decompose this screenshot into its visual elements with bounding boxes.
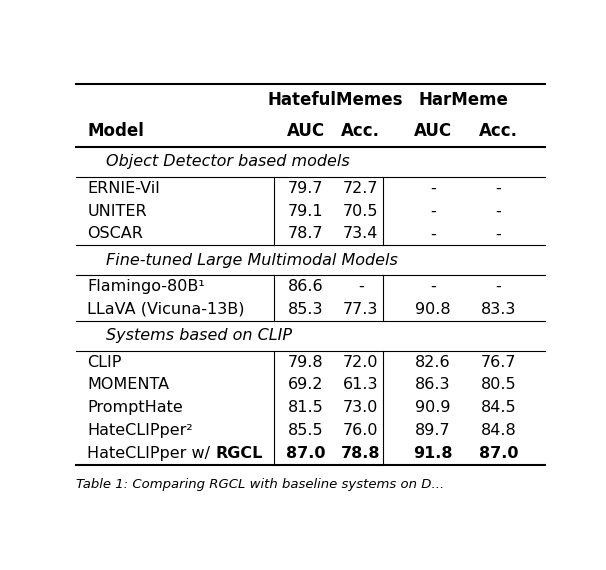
Text: HatefulMemes: HatefulMemes [268,91,404,108]
Text: -: - [496,203,501,218]
Text: AUC: AUC [287,122,325,140]
Text: RGCL: RGCL [216,446,263,461]
Text: 61.3: 61.3 [343,377,379,392]
Text: OSCAR: OSCAR [87,226,144,241]
Text: Flamingo-80B¹: Flamingo-80B¹ [87,279,205,294]
Text: Fine-tuned Large Multimodal Models: Fine-tuned Large Multimodal Models [106,253,398,268]
Text: 73.0: 73.0 [343,400,379,415]
Text: 87.0: 87.0 [479,446,518,461]
Text: 77.3: 77.3 [343,302,379,317]
Text: Model: Model [87,122,144,140]
Text: -: - [430,181,436,196]
Text: ERNIE-Vil: ERNIE-Vil [87,181,160,196]
Text: -: - [430,203,436,218]
Text: 85.3: 85.3 [288,302,324,317]
Text: HateCLIPper²: HateCLIPper² [87,423,193,438]
Text: 72.0: 72.0 [343,355,379,369]
Text: 82.6: 82.6 [415,355,450,369]
Text: PromptHate: PromptHate [87,400,183,415]
Text: 72.7: 72.7 [343,181,379,196]
Text: -: - [496,226,501,241]
Text: -: - [496,181,501,196]
Text: 86.6: 86.6 [288,279,324,294]
Text: HateCLIPper w/: HateCLIPper w/ [87,446,216,461]
Text: 84.5: 84.5 [481,400,516,415]
Text: -: - [430,226,436,241]
Text: LLaVA (Vicuna-13B): LLaVA (Vicuna-13B) [87,302,245,317]
Text: CLIP: CLIP [87,355,122,369]
Text: Object Detector based models: Object Detector based models [106,154,350,169]
Text: 83.3: 83.3 [481,302,516,317]
Text: 69.2: 69.2 [288,377,324,392]
Text: UNITER: UNITER [87,203,147,218]
Text: 76.7: 76.7 [481,355,516,369]
Text: 78.7: 78.7 [288,226,324,241]
Text: 91.8: 91.8 [413,446,453,461]
Text: 78.8: 78.8 [341,446,381,461]
Text: 90.9: 90.9 [415,400,450,415]
Text: 85.5: 85.5 [288,423,324,438]
Text: MOMENTA: MOMENTA [87,377,170,392]
Text: 80.5: 80.5 [481,377,516,392]
Text: Acc.: Acc. [341,122,381,140]
Text: 73.4: 73.4 [343,226,379,241]
Text: 90.8: 90.8 [415,302,450,317]
Text: 87.0: 87.0 [286,446,325,461]
Text: 79.7: 79.7 [288,181,324,196]
Text: 89.7: 89.7 [415,423,450,438]
Text: 79.8: 79.8 [288,355,324,369]
Text: -: - [496,279,501,294]
Text: Acc.: Acc. [479,122,518,140]
Text: Systems based on CLIP: Systems based on CLIP [106,328,292,343]
Text: Table 1: Comparing RGCL with baseline systems on D...: Table 1: Comparing RGCL with baseline sy… [76,478,444,491]
Text: 76.0: 76.0 [343,423,379,438]
Text: 79.1: 79.1 [288,203,324,218]
Text: AUC: AUC [414,122,451,140]
Text: -: - [430,279,436,294]
Text: 86.3: 86.3 [415,377,450,392]
Text: HarMeme: HarMeme [418,91,508,108]
Text: 81.5: 81.5 [288,400,324,415]
Text: 70.5: 70.5 [343,203,379,218]
Text: 84.8: 84.8 [481,423,516,438]
Text: -: - [358,279,364,294]
